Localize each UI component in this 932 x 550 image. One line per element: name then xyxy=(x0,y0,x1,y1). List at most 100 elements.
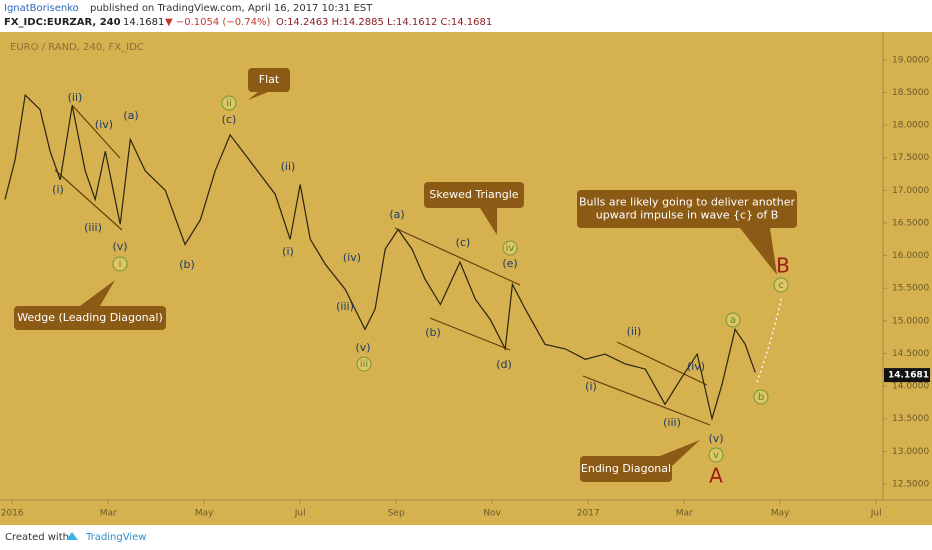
wave-label: (iii) xyxy=(84,221,102,234)
price-line xyxy=(4,93,756,422)
x-tick-label: Sep xyxy=(388,509,405,519)
callout-text: Skewed Triangle xyxy=(429,188,518,201)
y-tick-label: 17.0000 xyxy=(892,186,929,196)
y-tick-label: 16.0000 xyxy=(892,251,929,261)
wave-label: (b) xyxy=(179,258,195,271)
circled-label: iv xyxy=(506,243,515,254)
wave-circle xyxy=(753,389,769,405)
chart-bg xyxy=(0,32,932,525)
degree-label: A xyxy=(709,464,723,488)
y-tick-label: 14.0000 xyxy=(892,382,929,392)
wave-label: (v) xyxy=(112,240,127,253)
y-tick-label: 18.5000 xyxy=(892,88,929,98)
x-tick-label: Mar xyxy=(100,509,117,519)
author[interactable]: IgnatBorisenko xyxy=(4,3,79,14)
x-tick-label: Nov xyxy=(483,509,501,519)
y-tick-label: 18.0000 xyxy=(892,121,929,131)
wave-label: (v) xyxy=(708,432,723,445)
wave-circle xyxy=(708,447,724,463)
x-tick-label: 2016 xyxy=(1,509,24,519)
callout-box xyxy=(580,456,672,482)
chart-title: EURO / RAND, 240, FX_IDC xyxy=(10,42,144,53)
wave-label: (iii) xyxy=(663,416,681,429)
circled-label: ii xyxy=(226,98,232,109)
x-tick-label: Jul xyxy=(294,509,306,519)
callout-text: Ending Diagonal xyxy=(581,462,671,475)
symbol: FX_IDC:EURZAR, 240 xyxy=(4,17,121,28)
callout-text: Bulls are likely going to deliver anothe… xyxy=(579,196,795,209)
circled-label: v xyxy=(713,450,719,461)
change: ▼ −0.1054 (−0.74%) xyxy=(165,17,270,28)
x-tick-label: 2017 xyxy=(577,509,600,519)
y-tick-label: 16.5000 xyxy=(892,218,929,228)
callout-text: upward impulse in wave {c} of B xyxy=(596,209,779,222)
wave-label: (iv) xyxy=(343,251,361,264)
wave-label: (e) xyxy=(502,257,517,270)
wave-label: (a) xyxy=(389,208,404,221)
wave-circle xyxy=(356,356,372,372)
price: 14.1681 xyxy=(123,17,164,28)
wave-label: (ii) xyxy=(627,325,642,338)
wave-circle xyxy=(221,95,237,111)
wave-label: (i) xyxy=(585,380,597,393)
trend-line xyxy=(616,341,708,386)
callout-tail xyxy=(740,228,777,275)
trend-line xyxy=(429,317,511,351)
logo xyxy=(66,532,78,540)
published: published on TradingView.com, April 16, … xyxy=(90,3,373,14)
circled-label: iii xyxy=(360,359,368,370)
trend-line xyxy=(54,169,123,231)
y-tick-label: 15.5000 xyxy=(892,284,929,294)
x-tick-label: Mar xyxy=(676,509,693,519)
trend-lines xyxy=(54,104,711,426)
wave-label: (b) xyxy=(425,326,441,339)
callout-tail xyxy=(480,208,497,235)
wave-label: (ii) xyxy=(68,91,83,104)
callout-box xyxy=(14,306,166,330)
wave-label: (c) xyxy=(222,113,237,126)
trend-line xyxy=(394,227,521,286)
wave-label: (v) xyxy=(355,341,370,354)
circled-label: i xyxy=(119,259,122,270)
x-tick-label: May xyxy=(771,509,790,519)
callout-box xyxy=(424,182,524,208)
y-tick-label: 13.5000 xyxy=(892,414,929,424)
circled-label: a xyxy=(730,315,736,326)
wave-circle xyxy=(725,312,741,328)
brand[interactable]: TradingView xyxy=(85,532,146,543)
y-tick-label: 19.0000 xyxy=(892,55,929,65)
callout-box xyxy=(577,190,797,228)
x-tick-label: Jul xyxy=(870,509,882,519)
wave-label: (i) xyxy=(52,183,64,196)
wave-label: (ii) xyxy=(281,160,296,173)
y-tick-label: 13.0000 xyxy=(892,447,929,457)
projection xyxy=(756,295,783,383)
wave-circle xyxy=(112,256,128,272)
x-tick-label: May xyxy=(195,509,214,519)
last-price-label: 14.1681 xyxy=(888,371,929,381)
wave-label: (a) xyxy=(123,109,138,122)
callout-text: Flat xyxy=(259,73,280,86)
wave-label: (d) xyxy=(496,358,512,371)
ohlc: O:14.2463 H:14.2885 L:14.1612 C:14.1681 xyxy=(276,17,492,28)
created-with: Created with xyxy=(5,532,69,543)
y-tick-label: 15.0000 xyxy=(892,316,929,326)
wave-label: (c) xyxy=(456,236,471,249)
wave-label: (iv) xyxy=(687,360,705,373)
wave-circle xyxy=(502,240,518,256)
callout-tail xyxy=(248,92,268,100)
y-tick-label: 12.5000 xyxy=(892,479,929,489)
callout-box xyxy=(248,68,290,92)
wave-circle xyxy=(773,277,789,293)
wave-label: (iii) xyxy=(336,300,354,313)
callout-text: Wedge (Leading Diagonal) xyxy=(17,311,163,324)
last-price-tag xyxy=(884,368,930,383)
wave-label: (iv) xyxy=(95,118,113,131)
circled-label: b xyxy=(758,392,764,403)
trend-line xyxy=(582,375,711,426)
y-tick-label: 17.5000 xyxy=(892,153,929,163)
degree-label: B xyxy=(776,254,790,278)
wave-label: (i) xyxy=(282,245,294,258)
trend-line xyxy=(71,104,121,159)
